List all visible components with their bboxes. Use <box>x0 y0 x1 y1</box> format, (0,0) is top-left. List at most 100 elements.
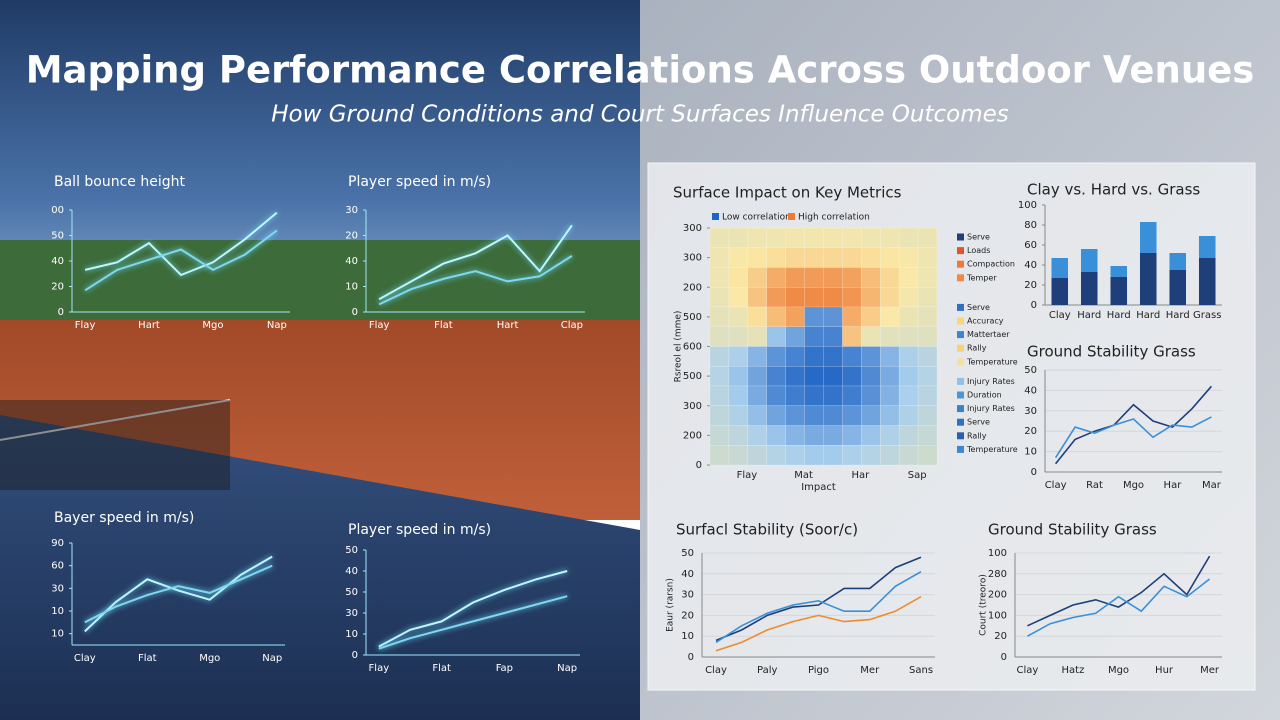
y-tick-label: 40 <box>681 569 694 580</box>
heat-cell <box>766 425 786 446</box>
x-tick-label: Flat <box>432 663 451 674</box>
y-tick-label: 40 <box>1024 260 1037 271</box>
heat-cell <box>823 267 843 288</box>
heat-cell <box>917 306 938 327</box>
heat-cell <box>785 366 805 387</box>
heat-cell <box>747 267 767 288</box>
heat-cell <box>804 306 824 327</box>
y-tick-label: 50 <box>681 548 694 559</box>
heat-cell <box>880 366 900 387</box>
heat-cell <box>728 445 749 466</box>
y-tick-label: 300 <box>683 401 702 412</box>
heat-cell <box>766 326 786 347</box>
heat-cell <box>747 306 767 327</box>
heat-cell <box>898 287 919 308</box>
heat-cell <box>823 366 843 387</box>
heat-cell <box>709 366 730 387</box>
heat-cell <box>766 267 786 288</box>
y-tick-label: 10 <box>345 629 358 640</box>
x-tick-label: Flat <box>138 653 157 664</box>
heat-cell <box>861 227 881 248</box>
x-axis-label: Impact <box>801 482 836 493</box>
y-tick-label: 20 <box>51 282 64 293</box>
heat-cell <box>709 306 730 327</box>
y-tick-label: 30 <box>345 608 358 619</box>
bar-segment <box>1080 272 1098 305</box>
y-tick-label: 00 <box>51 205 64 216</box>
y-tick-label: 100 <box>988 610 1007 621</box>
x-tick-label: Nap <box>262 653 282 664</box>
heat-cell <box>861 366 881 387</box>
subtitle: How Ground Conditions and Court Surfaces… <box>271 102 1009 128</box>
heat-cell <box>842 326 862 347</box>
heat-cell <box>728 405 749 426</box>
legend-label: Temperature <box>966 445 1018 454</box>
x-tick-label: Clay <box>705 665 727 676</box>
y-tick-label: 20 <box>681 610 694 621</box>
y-tick-label: 0 <box>688 652 694 663</box>
heat-cell <box>842 425 862 446</box>
heat-cell <box>804 326 824 347</box>
y-tick-label: 50 <box>1024 365 1037 376</box>
y-tick-label: 10 <box>681 631 694 642</box>
y-tick-label: 40 <box>345 566 358 577</box>
y-tick-label: 40 <box>345 256 358 267</box>
heat-cell <box>880 425 900 446</box>
x-tick-label: Mer <box>860 665 880 676</box>
heat-cell <box>880 405 900 426</box>
legend-swatch <box>788 213 795 220</box>
y-tick-label: 280 <box>988 569 1007 580</box>
x-tick-label: Flay <box>737 470 758 481</box>
heat-cell <box>861 267 881 288</box>
heat-cell <box>766 445 786 466</box>
y-tick-label: 40 <box>51 256 64 267</box>
x-tick-label: Hart <box>138 320 160 331</box>
heat-cell <box>785 227 805 248</box>
heat-cell <box>898 227 919 248</box>
heat-cell <box>917 346 938 367</box>
heat-cell <box>880 247 900 268</box>
legend-swatch <box>957 405 964 413</box>
heat-cell <box>728 306 749 327</box>
heat-cell <box>861 287 881 308</box>
heat-cell <box>747 227 767 248</box>
heat-cell <box>898 445 919 466</box>
x-tick-label: Paly <box>757 665 777 676</box>
heat-cell <box>880 326 900 347</box>
chart-title: Ground Stability Grass <box>1027 343 1196 361</box>
x-tick-label: Flay <box>75 320 96 331</box>
heat-cell <box>766 306 786 327</box>
legend-label: Serve <box>967 303 990 312</box>
chart-title: Ground Stability Grass <box>988 521 1157 539</box>
heat-cell <box>728 346 749 367</box>
x-tick-label: Mgo <box>199 653 220 664</box>
bar-segment <box>1051 258 1069 278</box>
heat-cell <box>709 227 730 248</box>
heat-cell <box>709 425 730 446</box>
legend-swatch <box>957 247 964 255</box>
heat-cell <box>898 267 919 288</box>
chart-title: Player speed in m/s) <box>348 522 491 538</box>
y-tick-label: 0 <box>352 307 358 318</box>
y-tick-label: 0 <box>696 460 702 471</box>
chart-title: Bayer speed in m/s) <box>54 510 194 526</box>
heat-cell <box>842 346 862 367</box>
legend-label: Accuracy <box>967 317 1004 326</box>
x-tick-label: Pigo <box>808 665 829 676</box>
heat-cell <box>804 385 824 406</box>
heat-cell <box>898 405 919 426</box>
bar-segment <box>1110 277 1128 305</box>
heat-cell <box>785 405 805 426</box>
line-series <box>1027 555 1211 627</box>
heat-cell <box>709 445 730 466</box>
heat-cell <box>785 306 805 327</box>
heat-cell <box>823 326 843 347</box>
y-tick-label: 200 <box>988 590 1007 601</box>
heat-cell <box>880 385 900 406</box>
y-tick-label: 20 <box>1024 280 1037 291</box>
y-tick-label: 20 <box>1024 426 1037 437</box>
chart-title: Player speed in m/s) <box>348 174 491 190</box>
heat-cell <box>804 366 824 387</box>
heat-cell <box>804 405 824 426</box>
